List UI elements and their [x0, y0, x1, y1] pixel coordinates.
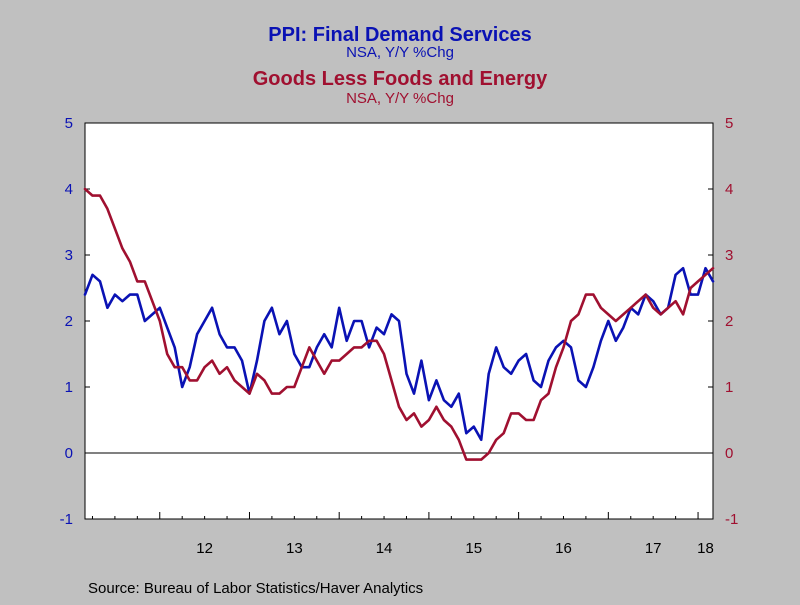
y-left-tick-label: 3 [65, 247, 73, 264]
x-tick-label: 17 [645, 540, 662, 557]
y-right-tick-label: 4 [725, 181, 733, 198]
axes: -1 -10 01 12 23 34 45 512 13 14 15 16 17 18 [60, 115, 739, 557]
y-right-tick-label: 3 [725, 247, 733, 264]
y-left-tick-label: 4 [65, 181, 73, 198]
series1-subtitle: NSA, Y/Y %Chg [346, 44, 454, 61]
x-tick-label: 15 [465, 540, 482, 557]
x-tick-label: 13 [286, 540, 303, 557]
y-left-tick-label: 5 [65, 115, 73, 132]
y-right-tick-label: 0 [725, 445, 733, 462]
y-left-tick-label: 1 [65, 379, 73, 396]
series2-title: Goods Less Foods and Energy [253, 68, 548, 90]
series-lines [83, 187, 715, 461]
series-line-goods-less-food-energy [83, 187, 715, 461]
y-right-tick-label: -1 [725, 511, 738, 528]
y-left-tick-label: 0 [65, 445, 73, 462]
x-tick-label: 14 [376, 540, 393, 557]
series1-title: PPI: Final Demand Services [268, 24, 531, 46]
y-left-tick-label: -1 [60, 511, 73, 528]
source-note: Source: Bureau of Labor Statistics/Haver… [88, 580, 423, 597]
series-line-ppi-services [83, 266, 715, 442]
y-left-tick-label: 2 [65, 313, 73, 330]
y-right-tick-label: 1 [725, 379, 733, 396]
x-tick-label: 18 [697, 540, 714, 557]
x-tick-label: 12 [196, 540, 213, 557]
y-right-tick-label: 2 [725, 313, 733, 330]
series2-subtitle: NSA, Y/Y %Chg [346, 90, 454, 107]
y-right-tick-label: 5 [725, 115, 733, 132]
x-tick-label: 16 [555, 540, 572, 557]
